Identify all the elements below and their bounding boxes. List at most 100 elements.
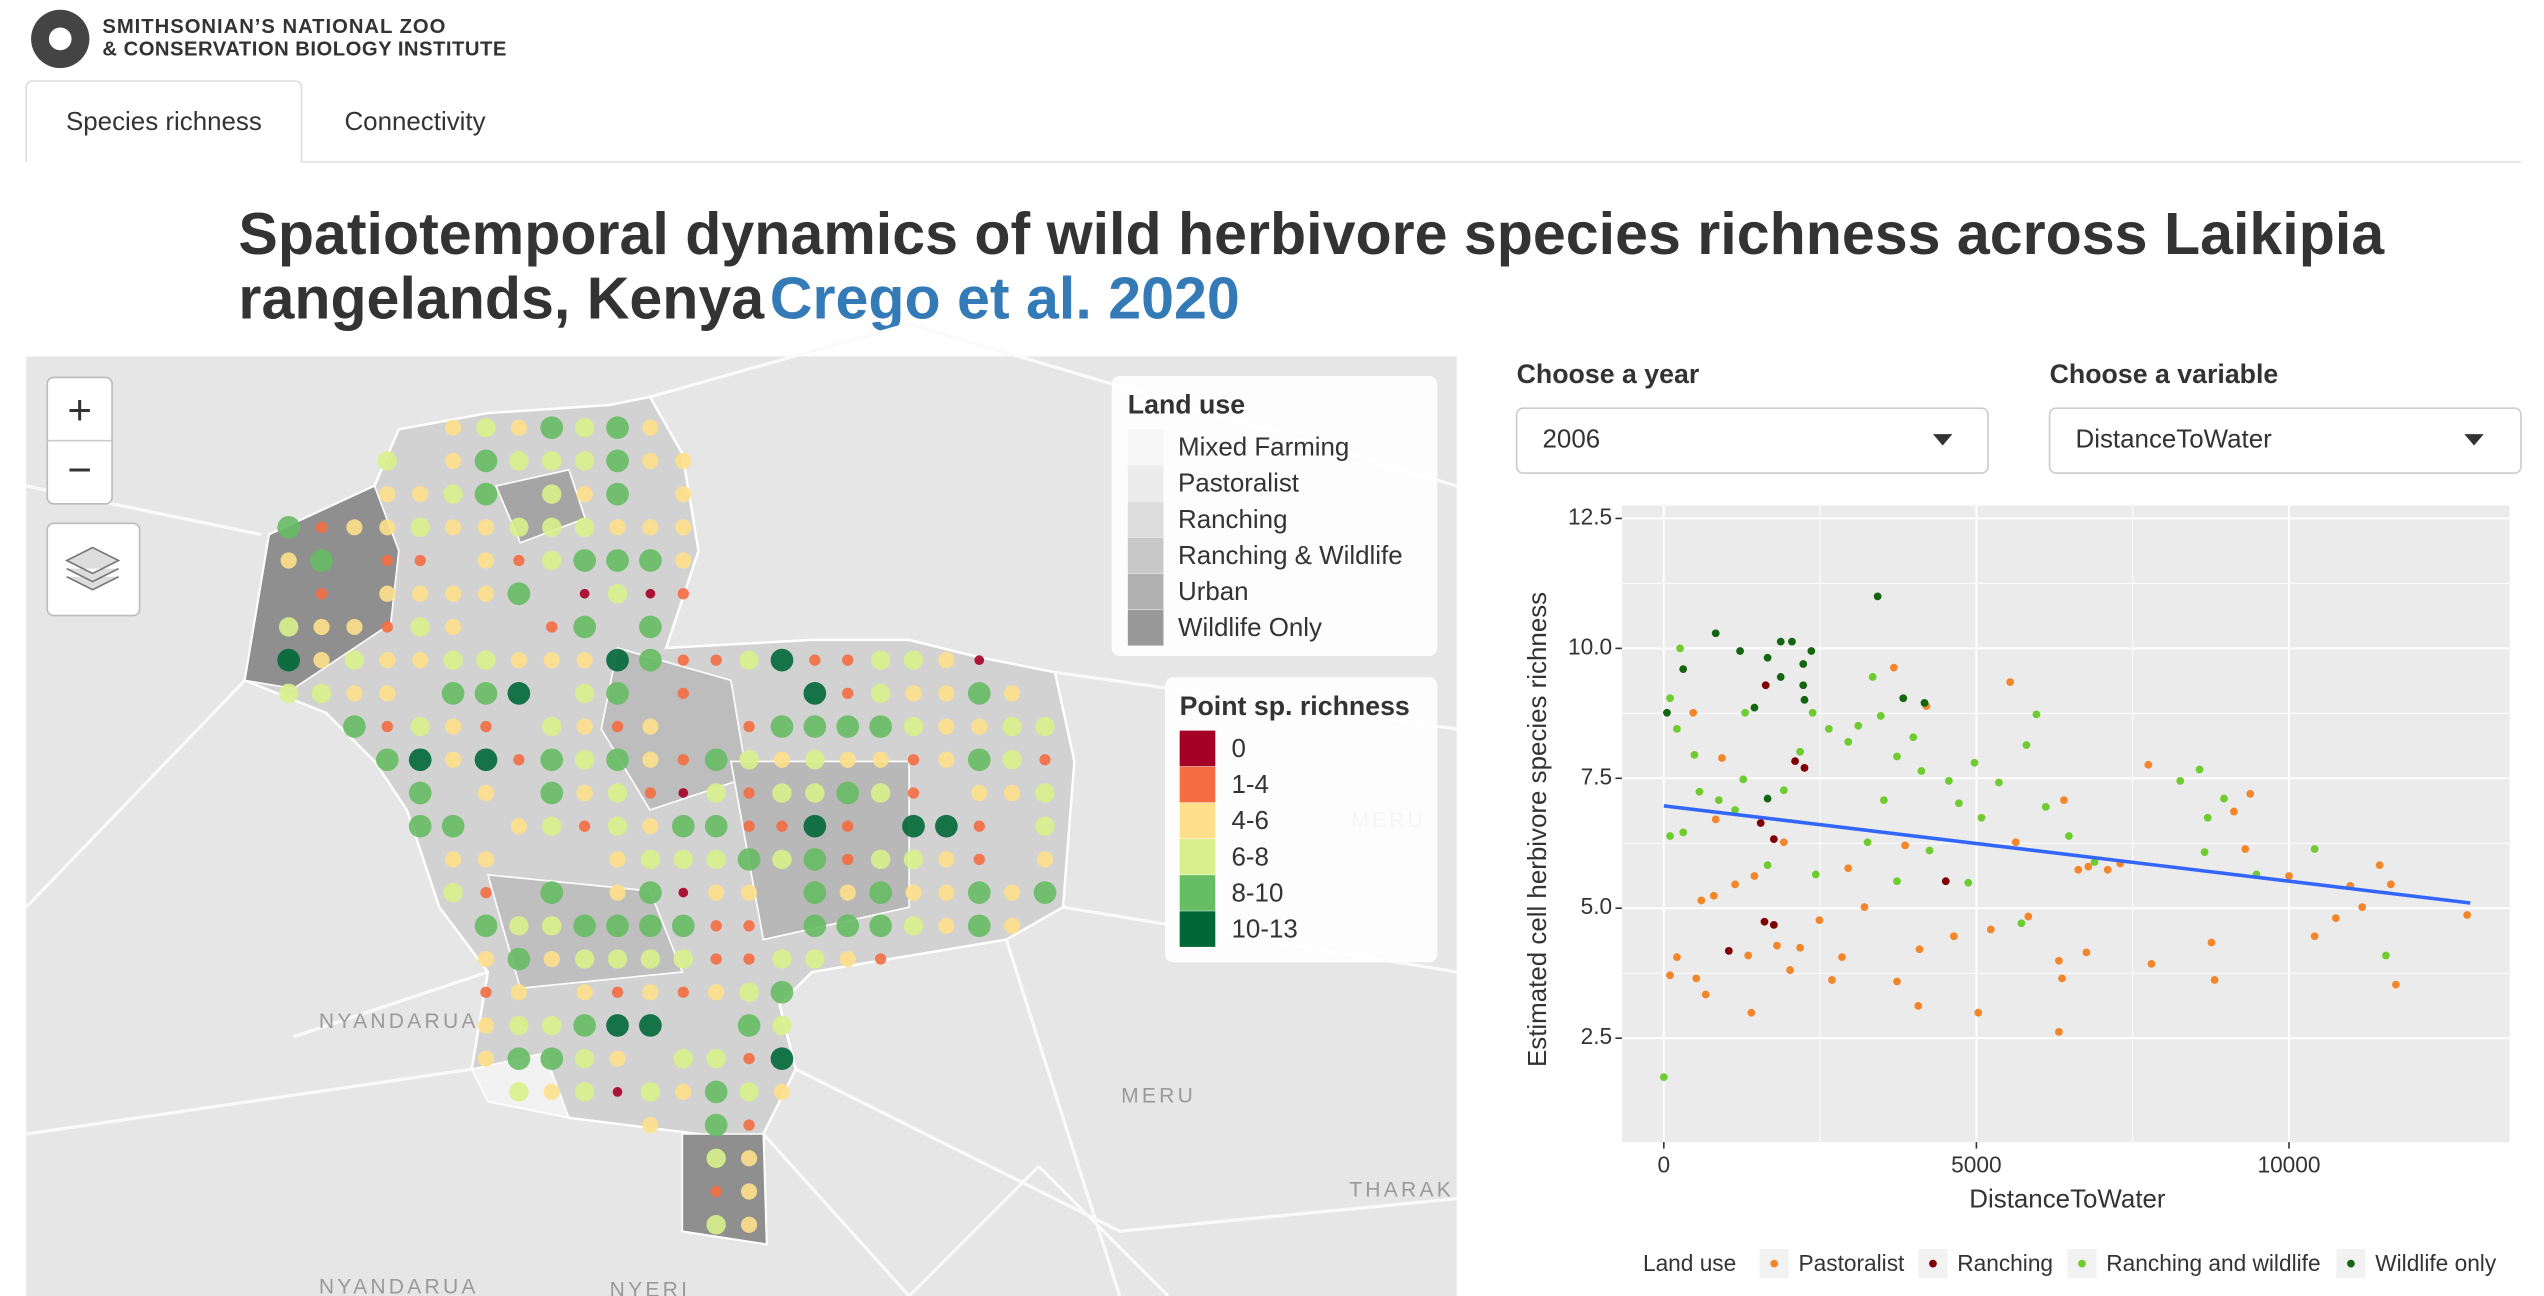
scatter-point (1925, 846, 1934, 855)
map-point (606, 682, 629, 705)
map-point (639, 615, 662, 639)
tab-active[interactable] (25, 80, 303, 162)
scatter-point (1773, 941, 1781, 950)
map-point (410, 617, 430, 637)
y-tick-label: 2.5 (1581, 1023, 1613, 1049)
scatter-point (2084, 862, 2093, 871)
map-point (706, 1148, 726, 1169)
map-point (673, 1048, 694, 1069)
map-point (576, 784, 593, 802)
year-select[interactable] (1515, 407, 1989, 474)
map-point (710, 953, 722, 965)
scatter-point (2065, 832, 2073, 840)
map-point (743, 1119, 755, 1131)
scatter-point (1970, 758, 1979, 767)
scatter-point (1711, 629, 1720, 638)
map-point (609, 884, 626, 901)
map-point (935, 814, 958, 838)
variable-select[interactable] (2048, 407, 2522, 474)
zoom-in[interactable]: + (67, 386, 92, 433)
map-point (839, 751, 856, 768)
map-point (839, 950, 856, 968)
map-point (967, 914, 991, 938)
map-point (379, 519, 396, 536)
legend-label: 8-10 (1231, 879, 1283, 907)
map-point (645, 588, 656, 599)
scatter-point (2392, 980, 2400, 989)
scatter-point (1769, 920, 1778, 929)
map-point (412, 585, 429, 602)
scatter-point (1786, 966, 1794, 974)
land-use-legend: Mixed Farming Pastoralist Ranching Ranching… (1127, 429, 1403, 646)
map-point (574, 949, 595, 969)
map-point (673, 849, 694, 870)
map-point (612, 1087, 623, 1097)
place-label: NYANDARUA (319, 1010, 479, 1033)
map[interactable]: NYANDARUAMERUMERUTHARAKNYANDARUANYERI + … (25, 322, 1458, 1296)
map-point (710, 654, 722, 666)
scatter-point (1945, 777, 1953, 785)
map-point (311, 683, 332, 704)
map-point (737, 1014, 761, 1037)
scatter-point (1711, 815, 1720, 824)
map-point (607, 949, 628, 969)
scatter-point (2246, 789, 2255, 798)
scatter-point (1860, 903, 1869, 912)
scatter-point (1955, 799, 1963, 808)
map-point (642, 1116, 659, 1134)
tab-label[interactable]: Species richness (66, 108, 262, 136)
legend-label: 6-8 (1231, 843, 1268, 871)
map-point (408, 748, 432, 772)
map-point (1004, 685, 1021, 702)
scatter-point (2203, 813, 2212, 822)
map-point (315, 521, 328, 533)
legend-label: Ranching (1178, 506, 1287, 534)
map-point (872, 751, 889, 768)
map-point (938, 652, 955, 669)
map-point (507, 682, 531, 705)
scatter-point (2387, 880, 2395, 889)
scatter-point (1917, 767, 1926, 775)
scatter-point (2463, 911, 2472, 919)
map-point (938, 751, 955, 768)
legend-marker (1929, 1259, 1937, 1268)
legend-swatch (1127, 501, 1164, 538)
legend-swatch (1179, 766, 1216, 803)
scatter-point (1974, 1008, 1983, 1017)
map-point (671, 814, 695, 838)
legend-swatch (1127, 429, 1164, 465)
map-point (905, 884, 922, 901)
x-axis-title: DistanceToWater (1969, 1185, 2166, 1213)
scatter-point (1791, 757, 1799, 766)
map-point (278, 683, 299, 704)
zoom-out[interactable]: − (67, 446, 92, 493)
logo-icon-center (48, 27, 72, 51)
map-point (739, 1082, 759, 1102)
layers-button[interactable] (46, 522, 141, 617)
map-point (441, 814, 465, 838)
map-point (739, 750, 759, 770)
tab-label[interactable]: Connectivity (344, 108, 485, 136)
legend-label: Ranching & Wildlife (1178, 542, 1403, 570)
scatter-point (1763, 794, 1772, 803)
map-point (573, 1014, 596, 1037)
scatter-point (2382, 951, 2390, 960)
map-point (640, 1082, 661, 1102)
map-point (611, 720, 624, 733)
scatter-point (1920, 699, 1929, 707)
map-point (706, 1215, 726, 1235)
scatter-point (1744, 951, 1753, 960)
scatter-point (1844, 738, 1853, 746)
title-link[interactable]: Crego et al. 2020 (770, 265, 1240, 332)
logo-text: & CONSERVATION BIOLOGY INSTITUTE (102, 39, 506, 61)
scatter-point (1663, 708, 1671, 717)
map-point (639, 648, 662, 672)
scatter-point (1776, 637, 1785, 646)
map-point (938, 851, 955, 868)
y-tick-label: 12.5 (1568, 503, 1612, 529)
map-point (507, 582, 531, 606)
scatter-point (1776, 673, 1785, 681)
map-dots (277, 416, 1057, 1235)
scatter-point (2195, 765, 2204, 774)
scatter-point (1977, 813, 1986, 822)
